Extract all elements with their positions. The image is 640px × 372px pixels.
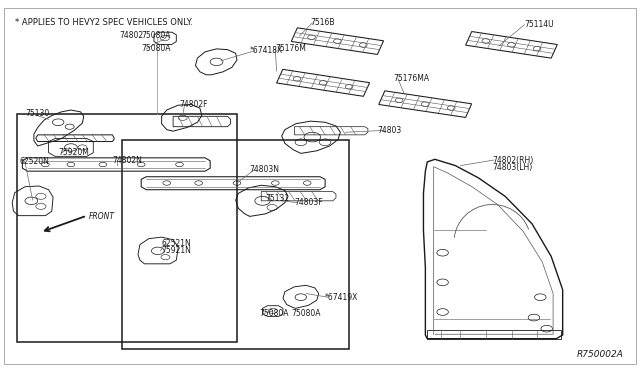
Text: 75131: 75131 bbox=[266, 195, 290, 203]
Text: 62521N: 62521N bbox=[162, 239, 191, 248]
Text: 75176M: 75176M bbox=[275, 44, 306, 53]
Text: 75080A: 75080A bbox=[291, 310, 321, 318]
Text: 74802: 74802 bbox=[119, 31, 143, 41]
Text: 75130: 75130 bbox=[25, 109, 49, 118]
Text: 74802(RH): 74802(RH) bbox=[492, 155, 534, 164]
Text: *67418X: *67418X bbox=[250, 46, 283, 55]
Text: FRONT: FRONT bbox=[89, 212, 115, 221]
Text: 74802F: 74802F bbox=[179, 100, 208, 109]
Text: 75176MA: 75176MA bbox=[394, 74, 429, 83]
Text: 75080A: 75080A bbox=[259, 310, 289, 318]
Text: 75080A: 75080A bbox=[141, 44, 171, 53]
Text: 74803F: 74803F bbox=[294, 198, 323, 207]
Text: 75114U: 75114U bbox=[524, 20, 554, 29]
Text: R750002A: R750002A bbox=[577, 350, 623, 359]
Text: 74803N: 74803N bbox=[250, 165, 280, 174]
Text: 62520N: 62520N bbox=[20, 157, 50, 166]
Text: *67419X: *67419X bbox=[325, 293, 358, 302]
Text: 74802N: 74802N bbox=[113, 155, 142, 164]
Text: 74803(LH): 74803(LH) bbox=[492, 163, 532, 172]
Text: 7516B: 7516B bbox=[310, 19, 335, 28]
Text: 75920M: 75920M bbox=[58, 148, 89, 157]
Text: 75921N: 75921N bbox=[162, 246, 191, 255]
Text: 74803: 74803 bbox=[378, 126, 402, 135]
Text: * APPLIES TO HEVY2 SPEC VEHICLES ONLY.: * APPLIES TO HEVY2 SPEC VEHICLES ONLY. bbox=[15, 18, 193, 27]
Text: 75080A: 75080A bbox=[141, 31, 171, 41]
